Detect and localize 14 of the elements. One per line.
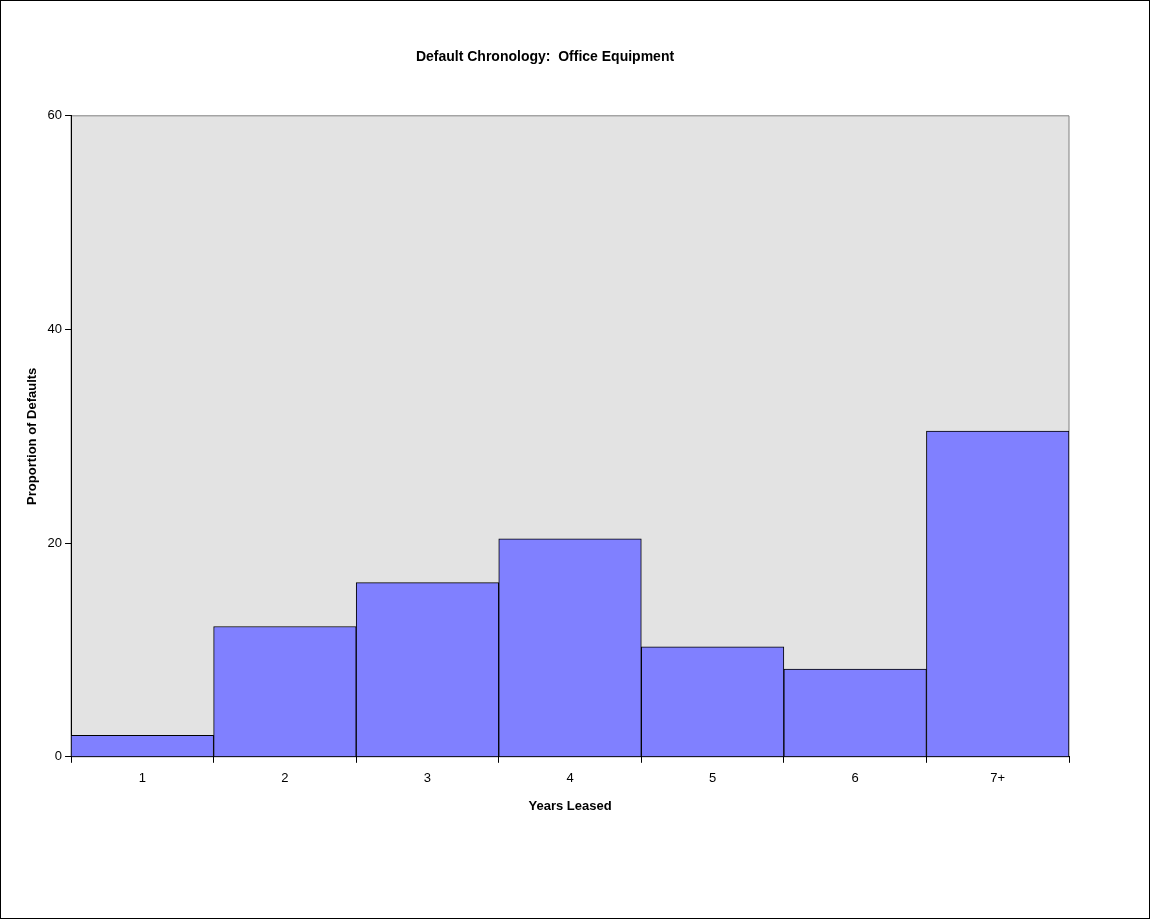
x-tick-label: 1	[138, 770, 146, 786]
x-tick-label: 7+	[990, 770, 1006, 786]
x-tick-label: 2	[281, 770, 289, 786]
y-tick-label: 60	[47, 107, 63, 123]
x-axis-title: Years Leased	[528, 797, 612, 813]
y-tick-label: 40	[47, 321, 63, 337]
x-tick-label: 6	[851, 770, 859, 786]
x-tick-label: 5	[708, 770, 717, 786]
y-axis-title: Proportion of Defaults	[24, 367, 40, 505]
chart-title: Default Chronology: Office Equipment	[415, 48, 675, 65]
x-tick-label: 3	[423, 770, 432, 786]
x-tick-label: 4	[566, 770, 574, 786]
y-tick-label: 0	[54, 748, 63, 764]
y-tick-label: 20	[47, 534, 63, 550]
